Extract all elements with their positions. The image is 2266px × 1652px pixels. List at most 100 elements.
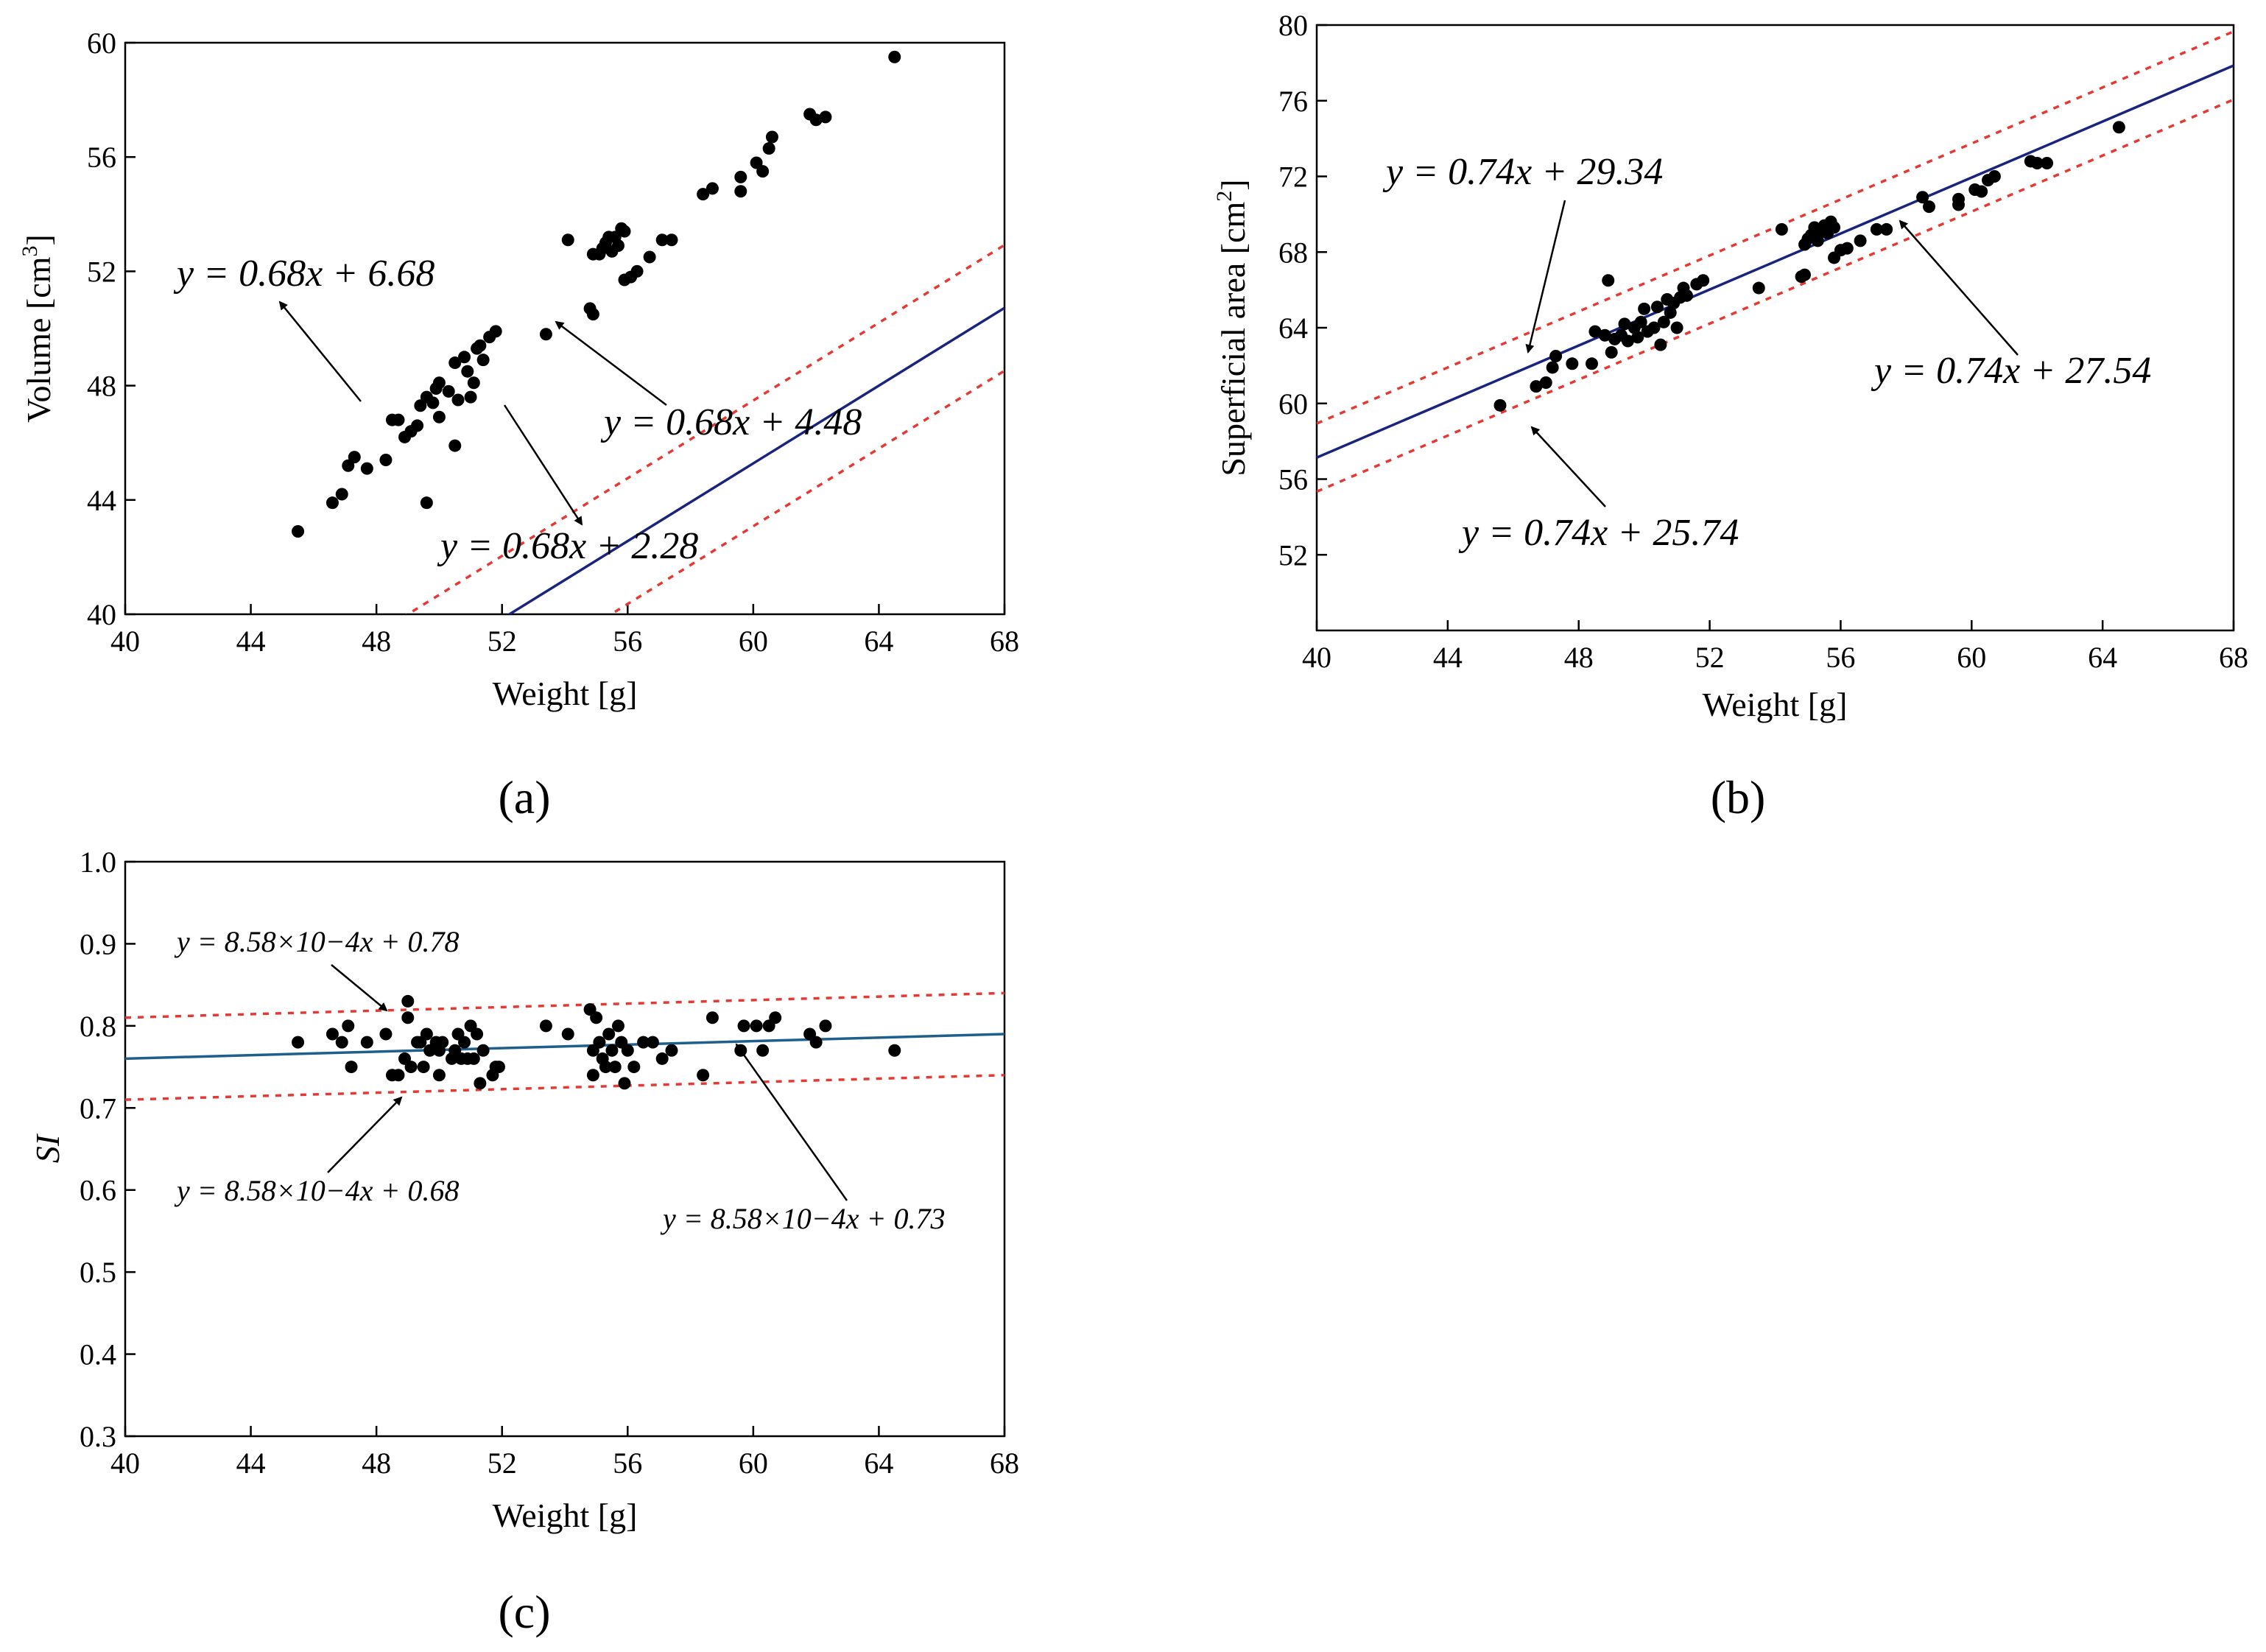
data-point <box>348 451 361 464</box>
y-tick-label: 72 <box>1278 161 1308 194</box>
plot-area-frame <box>124 41 1006 616</box>
annotation-lower-line: y = 0.68x + 2.28 <box>437 404 698 567</box>
data-point <box>750 1019 763 1033</box>
regression-lines <box>125 991 1004 1101</box>
data-point <box>414 399 427 412</box>
data-point <box>1493 398 1507 412</box>
data-point <box>1530 380 1543 393</box>
data-point <box>326 1027 339 1041</box>
data-point <box>611 239 624 252</box>
y-tick-label: 52 <box>1278 538 1308 572</box>
x-tick-label: 48 <box>362 1447 391 1480</box>
annotation-text: y = 8.58×10−4x + 0.78 <box>174 925 459 958</box>
data-point <box>605 1044 619 1057</box>
panel-label: (a) <box>498 771 550 823</box>
data-point <box>1811 234 1824 247</box>
data-point <box>1752 281 1765 295</box>
data-point <box>1680 289 1693 302</box>
y-tick-label: 64 <box>1278 312 1308 345</box>
data-point <box>809 1036 823 1049</box>
y-tick-label: 52 <box>87 255 116 288</box>
data-point <box>1697 274 1710 287</box>
data-point <box>392 1069 405 1082</box>
x-tick-label: 60 <box>1957 641 1986 674</box>
data-point <box>1588 325 1602 338</box>
regression-line-upper <box>125 991 1004 1019</box>
panel-b-area-vs-weight: 40 44 48 52 56 60 64 68 52 56 60 64 68 72 76 80 Weight … <box>1212 9 2248 823</box>
data-point <box>458 1036 471 1049</box>
data-point <box>489 325 502 338</box>
data-point <box>292 524 305 538</box>
data-point <box>2112 121 2125 134</box>
y-tick-label: 40 <box>87 598 116 631</box>
y-tick-label: 0.4 <box>80 1338 116 1371</box>
data-point <box>637 1036 650 1049</box>
annotation-text: y = 8.58×10−4x + 0.68 <box>174 1174 459 1207</box>
annotation-upper-line: y = 8.58×10−4x + 0.78 <box>174 925 459 1012</box>
data-point <box>464 390 477 404</box>
x-tick-label: 44 <box>1433 641 1463 674</box>
y-tick-label: 56 <box>87 141 116 174</box>
y-axis-title: Superficial area [cm2] <box>1212 179 1252 476</box>
data-point <box>476 354 490 367</box>
regression-lines <box>1317 30 2234 493</box>
data-point <box>1664 306 1677 319</box>
data-point <box>1952 192 1965 205</box>
regression-line-fit <box>507 306 1004 614</box>
data-point <box>436 1036 449 1049</box>
data-point <box>590 1011 603 1024</box>
data-point <box>2030 157 2044 170</box>
data-point <box>379 453 393 466</box>
data-point <box>1631 331 1644 344</box>
data-point <box>432 1069 446 1082</box>
data-point <box>765 130 778 144</box>
data-point <box>1988 170 2001 183</box>
data-point <box>734 170 747 183</box>
data-point <box>1975 185 1988 198</box>
data-point <box>888 1044 901 1057</box>
axis-ticks: 40 44 48 52 56 60 64 68 40 44 48 52 56 60 <box>87 27 1019 658</box>
data-point <box>417 1061 430 1074</box>
data-point <box>561 1027 574 1041</box>
data-point <box>474 1077 487 1090</box>
regression-lines <box>405 244 1004 614</box>
y-tick-label: 0.5 <box>80 1256 116 1289</box>
annotation-fit-line: y = 0.74x + 27.54 <box>1871 219 2151 392</box>
data-point <box>1602 274 1615 287</box>
data-point <box>404 1061 418 1074</box>
data-point <box>819 110 832 124</box>
data-point <box>1654 338 1667 351</box>
regression-line-lower <box>125 1074 1004 1101</box>
data-points <box>292 50 901 538</box>
data-point <box>360 1036 373 1049</box>
data-point <box>655 233 669 247</box>
x-tick-label: 60 <box>739 1447 768 1480</box>
y-tick-label: 76 <box>1278 85 1308 118</box>
data-point <box>448 439 462 452</box>
y-tick-label: 60 <box>1278 387 1308 421</box>
y-axis-title: Volume [cm3] <box>18 234 57 423</box>
x-tick-label: 52 <box>1695 641 1725 674</box>
data-point <box>1670 321 1683 334</box>
data-point <box>750 156 763 169</box>
data-point <box>655 1052 669 1065</box>
y-tick-label: 0.7 <box>80 1092 116 1125</box>
data-point <box>1598 328 1611 342</box>
regression-line-upper <box>1317 30 2234 425</box>
data-point <box>1840 242 1854 255</box>
data-point <box>1605 345 1618 359</box>
data-point <box>1775 222 1788 236</box>
y-tick-label: 1.0 <box>80 846 116 879</box>
plot-area-frame <box>124 860 1006 1438</box>
y-tick-label: 0.9 <box>80 927 116 960</box>
data-point <box>1916 191 1929 204</box>
x-tick-label: 44 <box>236 1447 266 1480</box>
data-point <box>420 496 433 510</box>
data-point <box>1922 200 1935 214</box>
y-axis-title: SI <box>29 1133 66 1163</box>
x-tick-label: 56 <box>1826 641 1855 674</box>
annotation-text: y = 0.68x + 2.28 <box>437 525 698 567</box>
x-tick-label: 56 <box>613 625 642 658</box>
data-point <box>706 1011 719 1024</box>
